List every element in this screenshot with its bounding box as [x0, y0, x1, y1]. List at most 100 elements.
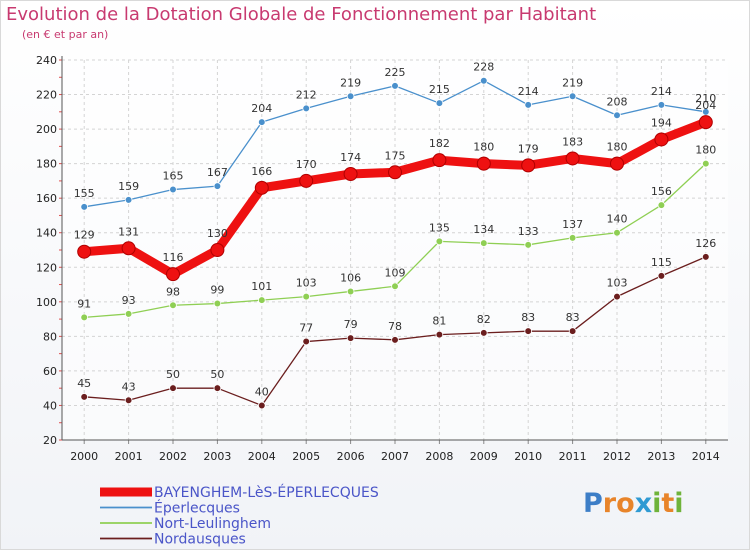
logo-letter: o [616, 488, 635, 519]
data-label: 83 [521, 311, 535, 324]
y-tick-label: 220 [36, 89, 57, 102]
data-label: 83 [566, 311, 580, 324]
data-point [299, 173, 314, 188]
data-label: 103 [296, 277, 317, 290]
data-point [435, 237, 444, 246]
data-label: 170 [296, 158, 317, 171]
data-label: 214 [651, 85, 672, 98]
data-label: 156 [651, 185, 672, 198]
data-point [169, 301, 177, 310]
plot-area [62, 60, 728, 440]
data-point [568, 327, 577, 335]
data-label: 134 [473, 223, 494, 236]
data-label: 115 [651, 256, 672, 269]
data-label: 180 [473, 141, 494, 154]
data-point [391, 82, 399, 90]
y-tick-label: 200 [36, 123, 57, 136]
data-label: 228 [473, 61, 494, 74]
x-tick-label: 2000 [70, 450, 98, 463]
x-tick-label: 2013 [647, 450, 675, 463]
x-tick-label: 2009 [470, 450, 498, 463]
data-label: 79 [344, 318, 358, 331]
x-tick-label: 2012 [603, 450, 631, 463]
legend-label: Nort-Leulinghem [154, 516, 271, 532]
data-label: 179 [518, 142, 539, 155]
data-point [124, 396, 133, 405]
data-point [432, 153, 447, 168]
data-point [388, 165, 402, 180]
data-point [169, 185, 177, 194]
data-label: 91 [77, 297, 91, 310]
data-label: 182 [429, 137, 450, 150]
data-point [654, 132, 669, 147]
data-label: 175 [385, 149, 406, 162]
x-tick-label: 2002 [159, 450, 187, 463]
data-label: 219 [340, 76, 361, 89]
data-label: 45 [77, 377, 91, 390]
data-point [524, 327, 532, 335]
data-label: 212 [296, 88, 317, 101]
data-label: 180 [607, 141, 628, 154]
logo-letter: t [661, 488, 675, 519]
data-point [213, 299, 222, 308]
logo-letter: r [602, 488, 617, 519]
data-point [257, 401, 266, 410]
data-label: 109 [385, 266, 406, 279]
data-point [213, 384, 222, 392]
y-tick-label: 140 [36, 227, 57, 240]
y-tick-label: 60 [43, 365, 57, 378]
data-label: 183 [562, 135, 583, 148]
data-label: 140 [607, 213, 628, 226]
data-label: 93 [122, 294, 136, 307]
data-point [613, 228, 621, 237]
x-tick-label: 2007 [381, 450, 409, 463]
data-label: 43 [122, 380, 136, 393]
data-point [391, 336, 399, 344]
data-label: 40 [255, 385, 269, 398]
y-tick-label: 160 [36, 192, 57, 205]
data-point [80, 203, 88, 211]
data-label: 219 [562, 76, 583, 89]
data-point [701, 159, 710, 168]
y-tick-label: 120 [36, 261, 57, 274]
data-point [698, 115, 713, 130]
x-tick-label: 2011 [559, 450, 587, 463]
data-point [476, 156, 491, 171]
data-point [124, 310, 133, 318]
data-label: 135 [429, 221, 450, 234]
data-point [124, 196, 133, 204]
data-point [166, 267, 180, 282]
data-point [435, 330, 444, 339]
legend-label: BAYENGHEM-LèS-ÉPERLECQUES [154, 484, 379, 501]
chart-title: Evolution de la Dotation Globale de Fonc… [6, 4, 597, 25]
data-label: 137 [562, 218, 583, 231]
logo-letter: i [674, 488, 684, 519]
y-tick-label: 80 [43, 330, 57, 343]
data-point [80, 393, 88, 401]
data-label: 214 [518, 85, 539, 98]
data-label: 180 [695, 144, 716, 157]
data-point [435, 99, 444, 107]
logo-letter: P [583, 488, 603, 519]
data-point [210, 243, 225, 257]
data-point [257, 118, 266, 126]
y-tick-label: 100 [36, 296, 57, 309]
data-label: 166 [251, 165, 272, 178]
data-label: 204 [695, 99, 716, 112]
data-point [613, 292, 621, 301]
logo-letter: i [652, 488, 662, 519]
data-label: 208 [607, 95, 628, 108]
data-point [121, 241, 136, 256]
x-tick-label: 2014 [692, 450, 720, 463]
data-point [524, 101, 532, 109]
data-label: 99 [210, 284, 224, 297]
data-point [213, 182, 222, 190]
data-label: 82 [477, 313, 491, 326]
data-label: 106 [340, 271, 361, 284]
data-label: 155 [74, 187, 95, 200]
data-point [257, 296, 266, 304]
data-point [610, 156, 624, 171]
data-point [479, 76, 488, 85]
data-point [254, 180, 269, 195]
